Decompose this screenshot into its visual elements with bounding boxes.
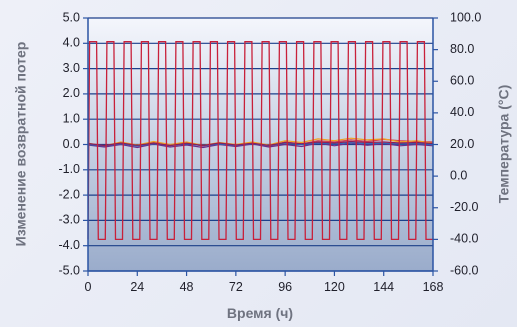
y-tick-label: 2.0 (63, 86, 80, 100)
x-axis-title: Время (ч) (227, 305, 293, 321)
y2-tick-label: -60.0 (450, 263, 479, 277)
y-tick-label: -1.0 (58, 162, 80, 176)
y-tick-label: -4.0 (58, 238, 80, 252)
x-tick-label: 48 (180, 280, 194, 294)
x-tick-label: 24 (130, 280, 144, 294)
y-tick-label: 4.0 (63, 36, 80, 50)
x-tick-label: 0 (85, 280, 92, 294)
series-layer (87, 41, 434, 241)
y2-tick-label: -20.0 (450, 200, 479, 214)
y2-tick-label: 20.0 (450, 137, 474, 151)
x-tick-label: 96 (278, 280, 292, 294)
y-tick-label: 5.0 (63, 10, 80, 24)
series-line-2 (87, 142, 434, 149)
axes (83, 17, 438, 276)
y-tick-label: -5.0 (58, 263, 80, 277)
y2-tick-label: 60.0 (450, 74, 474, 88)
y-tick-label: 0.0 (63, 137, 80, 151)
y-axis-title: Изменение возвратной потер (13, 42, 29, 247)
y2-tick-label: 0.0 (450, 168, 467, 182)
x-tick-label: 72 (229, 280, 243, 294)
y-tick-label: -3.0 (58, 213, 80, 227)
y-tick-label: 1.0 (63, 111, 80, 125)
temperature-line (87, 41, 433, 241)
y2-tick-label: 40.0 (450, 105, 474, 119)
x-tick-label: 120 (324, 280, 345, 294)
series-line-4 (87, 140, 434, 147)
series-line-1 (87, 137, 434, 147)
x-tick-label: 168 (423, 280, 444, 294)
x-tick-label: 144 (373, 280, 394, 294)
tick-labels: 5.0 4.0 3.0 2.0 1.0 0.0 -1.0 -2.0 -3.0 -4.0 -5.0 10… (58, 10, 481, 294)
y2-tick-label: 100.0 (450, 10, 481, 24)
y2-axis-title: Температура (°C) (496, 85, 512, 203)
y-tick-label: 3.0 (63, 61, 80, 75)
y-tick-label: -2.0 (58, 187, 80, 201)
y2-tick-label: -40.0 (450, 232, 479, 246)
y2-tick-label: 80.0 (450, 42, 474, 56)
